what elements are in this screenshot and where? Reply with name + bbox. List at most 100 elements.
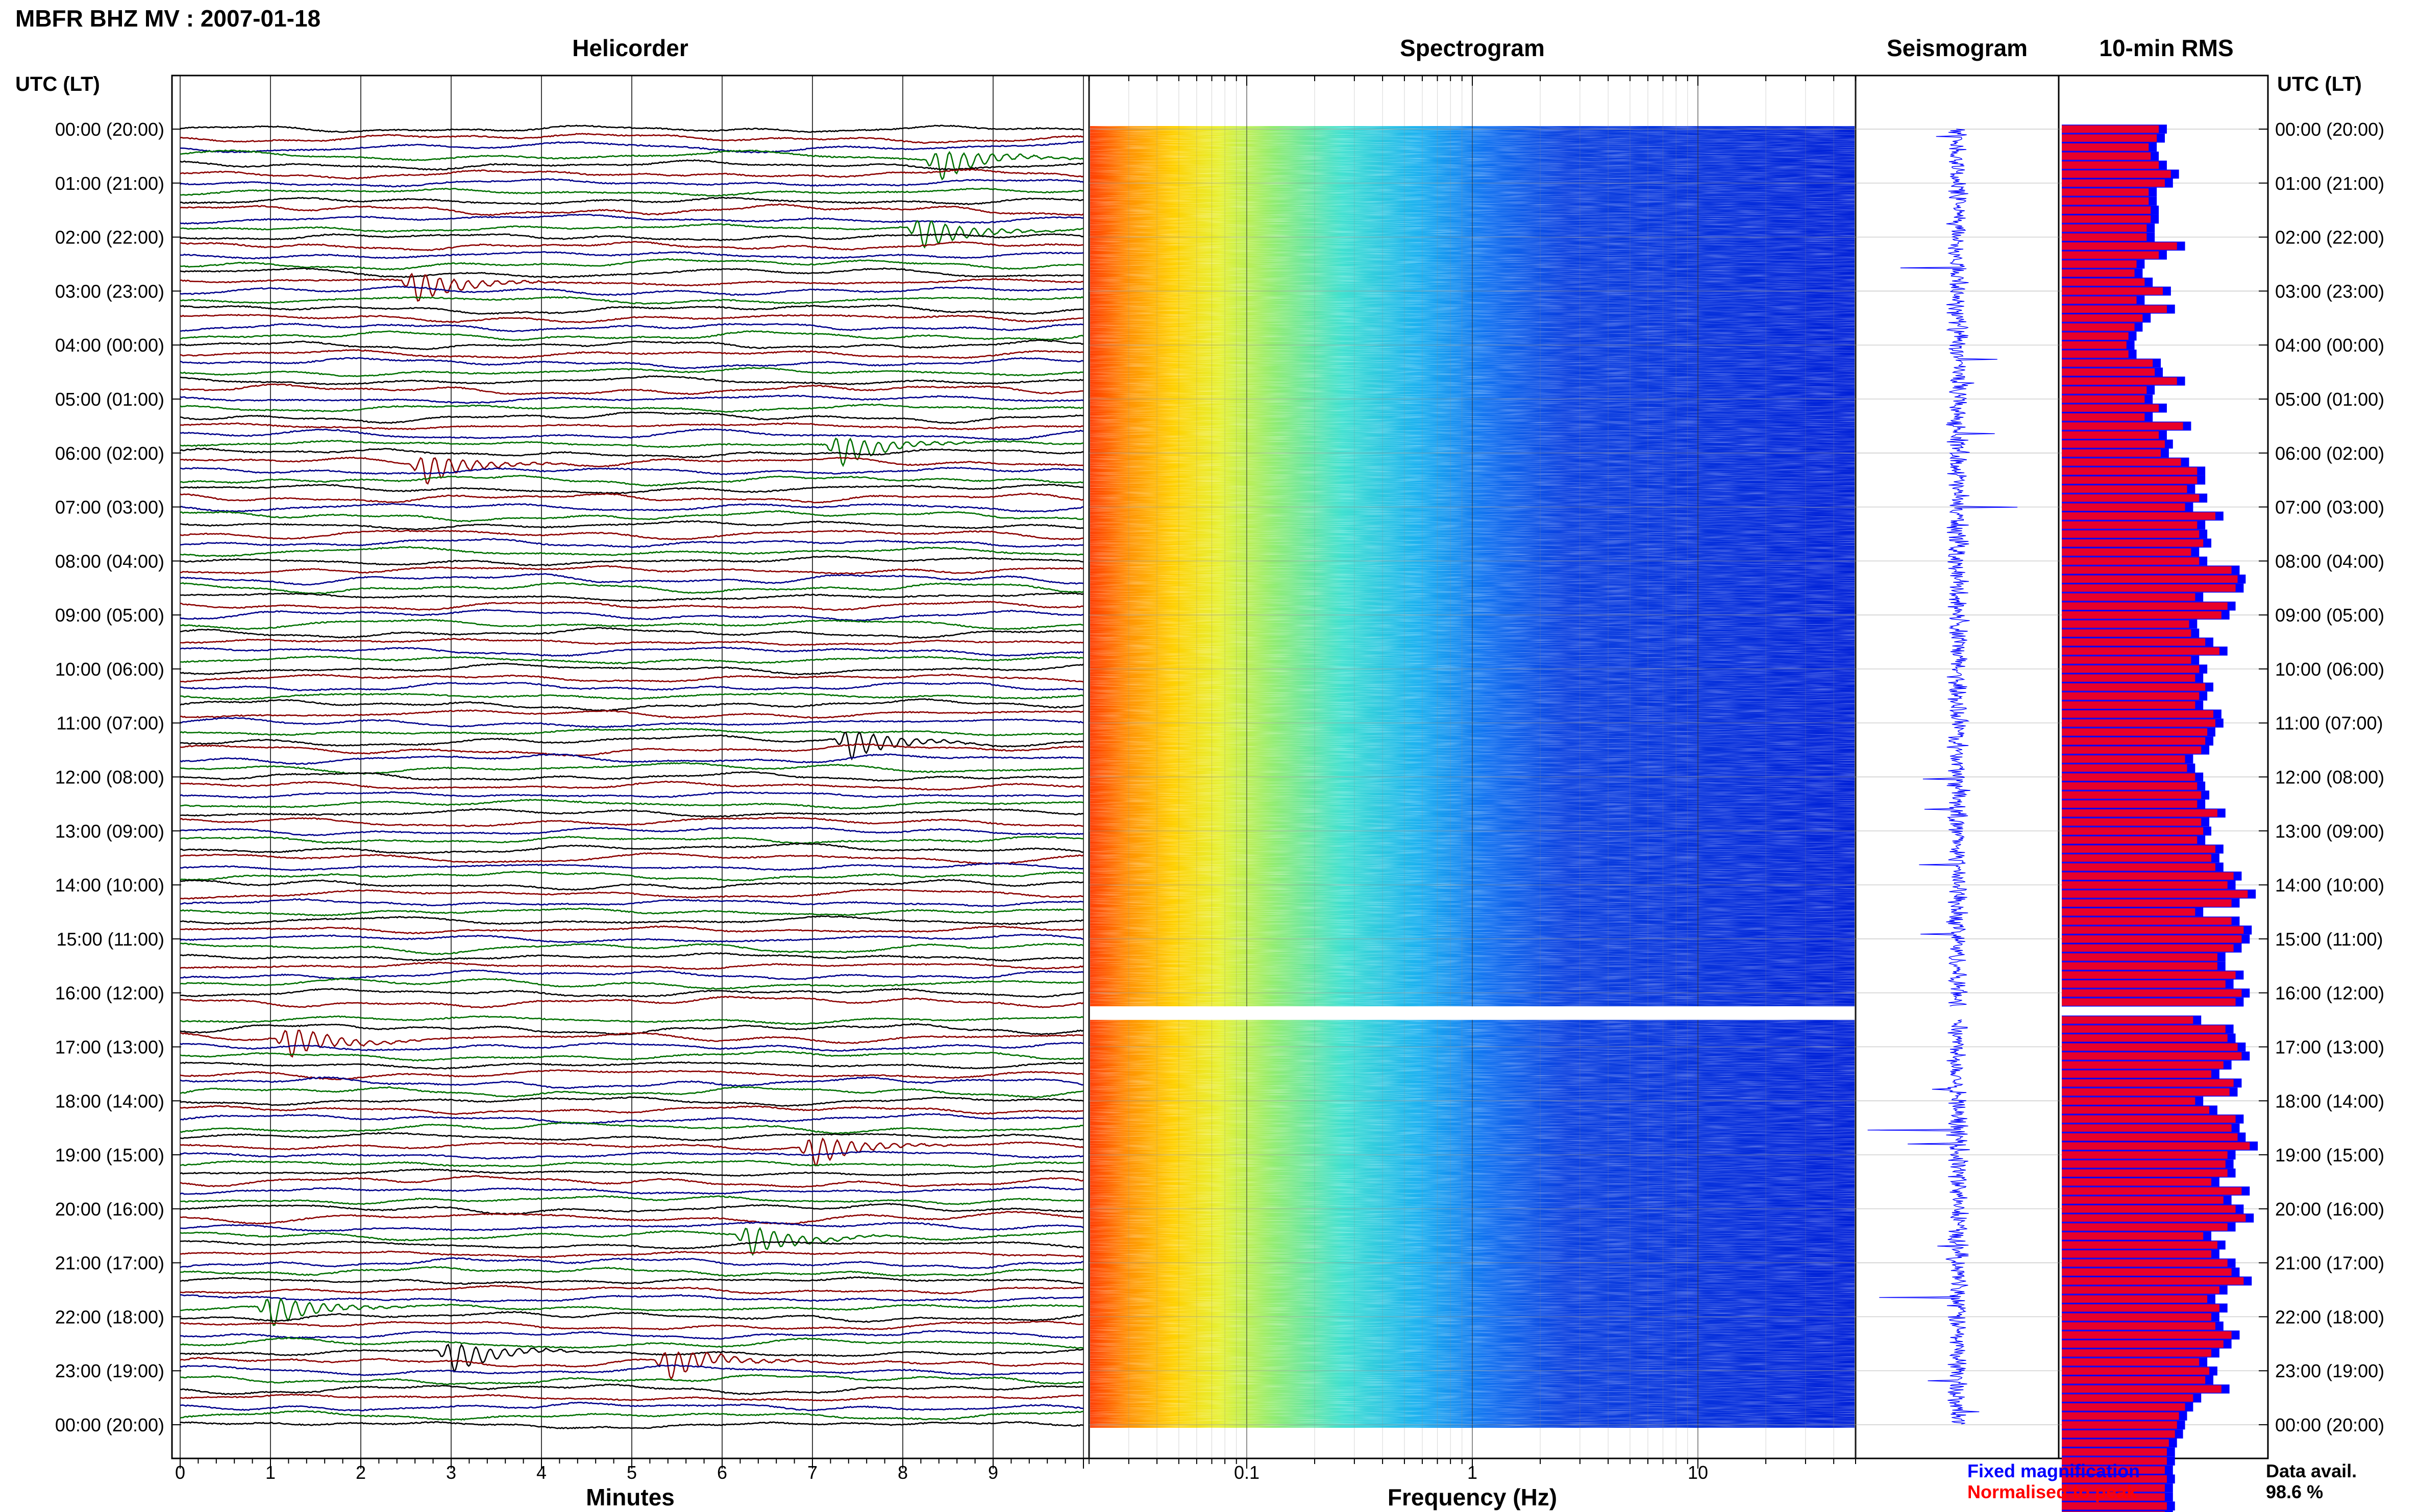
rms-bar-normalised: [2062, 1466, 2165, 1474]
rms-bar-normalised: [2062, 1304, 2219, 1312]
helicorder-trace: [180, 241, 1084, 251]
helicorder-trace: [180, 394, 1084, 404]
helicorder-trace: [180, 1221, 1084, 1232]
spectrogram-tick-label: 10: [1688, 1462, 1708, 1483]
rms-bar-normalised: [2062, 836, 2198, 844]
data-gap: [1090, 1006, 1855, 1020]
helicorder-trace: [180, 383, 1083, 395]
rms-bar-normalised: [2062, 818, 2202, 826]
rms-bar-normalised: [2062, 1250, 2212, 1258]
helicorder-trace: [180, 978, 1084, 990]
helicorder-trace: [180, 251, 1084, 260]
helicorder-trace: [180, 1310, 1084, 1323]
minute-tick-label: 8: [898, 1462, 908, 1483]
helicorder-trace: [180, 1383, 1084, 1396]
row-label-left: 11:00 (07:00): [57, 713, 164, 734]
rms-bar-normalised: [2062, 1115, 2236, 1123]
helicorder-trace: [180, 1131, 1084, 1142]
rms-bar-normalised: [2062, 953, 2217, 961]
helicorder-xlabel: Minutes: [586, 1484, 675, 1510]
rms-bar-normalised: [2062, 215, 2151, 223]
row-label-right: 05:00 (01:00): [2275, 389, 2384, 410]
row-label-left: 04:00 (00:00): [55, 335, 164, 356]
rms-bar-normalised: [2062, 341, 2127, 349]
helicorder-trace: [180, 943, 1084, 955]
helicorder-trace: [180, 925, 1084, 934]
row-label-left: 23:00 (19:00): [55, 1360, 164, 1381]
row-label-right: 20:00 (16:00): [2275, 1199, 2384, 1220]
rms-bar-normalised: [2062, 1187, 2242, 1195]
row-label-right: 19:00 (15:00): [2275, 1145, 2384, 1166]
helicorder-trace: [180, 1257, 1084, 1269]
row-labels: 00:00 (20:00) 00:00 (20:00) 01:00 (21:00) 0…: [55, 119, 2384, 1435]
rms-bar-normalised: [2062, 494, 2200, 502]
helicorder-trace: [180, 483, 1084, 494]
helicorder-trace: [180, 753, 1084, 765]
rms-bar-normalised: [2062, 899, 2232, 907]
helicorder-trace: [180, 1320, 1084, 1331]
spectrogram-xlabel: Frequency (Hz): [1388, 1484, 1557, 1510]
helicorder-trace: [180, 618, 1084, 631]
helicorder-trace: [180, 357, 1084, 369]
helicorder-trace: [180, 1137, 1084, 1167]
seismogram-waveform: [1867, 1019, 1980, 1425]
helicorder-trace: [180, 842, 1084, 854]
helicorder-trace: [180, 141, 1084, 154]
row-label-right: 08:00 (04:00): [2275, 551, 2384, 572]
helicorder-trace: [180, 1421, 1084, 1430]
utc-header-left: UTC (LT): [15, 73, 100, 95]
row-label-right: 22:00 (18:00): [2275, 1306, 2384, 1327]
rms-bar-normalised: [2062, 1367, 2210, 1375]
helicorder-trace: [180, 716, 1084, 728]
rms-bar-normalised: [2062, 1277, 2244, 1285]
helicorder-trace: [180, 1015, 1084, 1025]
helicorder-trace: [180, 1401, 1084, 1412]
rms-bar-normalised: [2062, 413, 2145, 421]
helicorder-trace: [180, 428, 1084, 441]
rms-bar-normalised: [2062, 1223, 2228, 1231]
helicorder-trace: [180, 835, 1084, 845]
figure-title: MBFR BHZ MV : 2007-01-18: [15, 5, 320, 32]
helicorder-trace: [180, 1105, 1084, 1116]
rms-bar-normalised: [2062, 917, 2232, 925]
rms-bar-normalised: [2062, 962, 2217, 970]
legend-normalised-to-peak: Normalised to peak: [1967, 1481, 2137, 1502]
rms-bar-normalised: [2062, 152, 2151, 160]
helicorder-trace: [180, 709, 1084, 719]
rms-bar-normalised: [2062, 1196, 2224, 1204]
helicorder-trace: [180, 888, 1083, 900]
rms-bar-normalised: [2062, 575, 2238, 583]
rms-bar-normalised: [2062, 998, 2236, 1006]
row-label-right: 14:00 (10:00): [2275, 875, 2384, 896]
rms-title: 10-min RMS: [2099, 35, 2233, 61]
rms-bar-normalised: [2062, 638, 2206, 646]
helicorder-trace: [180, 565, 1084, 575]
rms-bar-normalised: [2062, 1232, 2204, 1240]
minute-tick-label: 1: [265, 1462, 276, 1483]
helicorder-trace: [180, 503, 1084, 513]
rms-bar-normalised: [2062, 593, 2195, 601]
rms-bar-normalised: [2062, 1403, 2185, 1411]
helicorder-trace: [180, 367, 1083, 377]
row-label-right: 04:00 (00:00): [2275, 335, 2384, 356]
rms-bar-normalised: [2062, 548, 2191, 556]
seismogram-waveform: [1900, 129, 2018, 1007]
helicorder-trace: [180, 1122, 1084, 1134]
rms-bar-normalised: [2062, 143, 2149, 151]
spectrogram-tick-label: 0.1: [1234, 1462, 1260, 1483]
helicorder-trace: [180, 519, 1084, 531]
data-availability-value: 98.6 %: [2266, 1481, 2323, 1502]
helicorder-trace: [180, 1294, 1084, 1303]
helicorder-trace: [180, 159, 1084, 171]
row-label-left: 14:00 (10:00): [55, 875, 164, 896]
helicorder-trace: [180, 133, 1084, 144]
row-label-left: 16:00 (12:00): [55, 983, 164, 1004]
helicorder-trace: [180, 1336, 1084, 1349]
helicorder-trace: [180, 1203, 1084, 1216]
helicorder-trace: [180, 1393, 1084, 1402]
spectrogram-tick-label: 1: [1467, 1462, 1477, 1483]
helicorder-trace: [180, 1168, 1084, 1177]
helicorder-trace: [180, 213, 1084, 225]
rms-bar-normalised: [2062, 629, 2191, 637]
row-label-left: 12:00 (08:00): [55, 767, 164, 788]
